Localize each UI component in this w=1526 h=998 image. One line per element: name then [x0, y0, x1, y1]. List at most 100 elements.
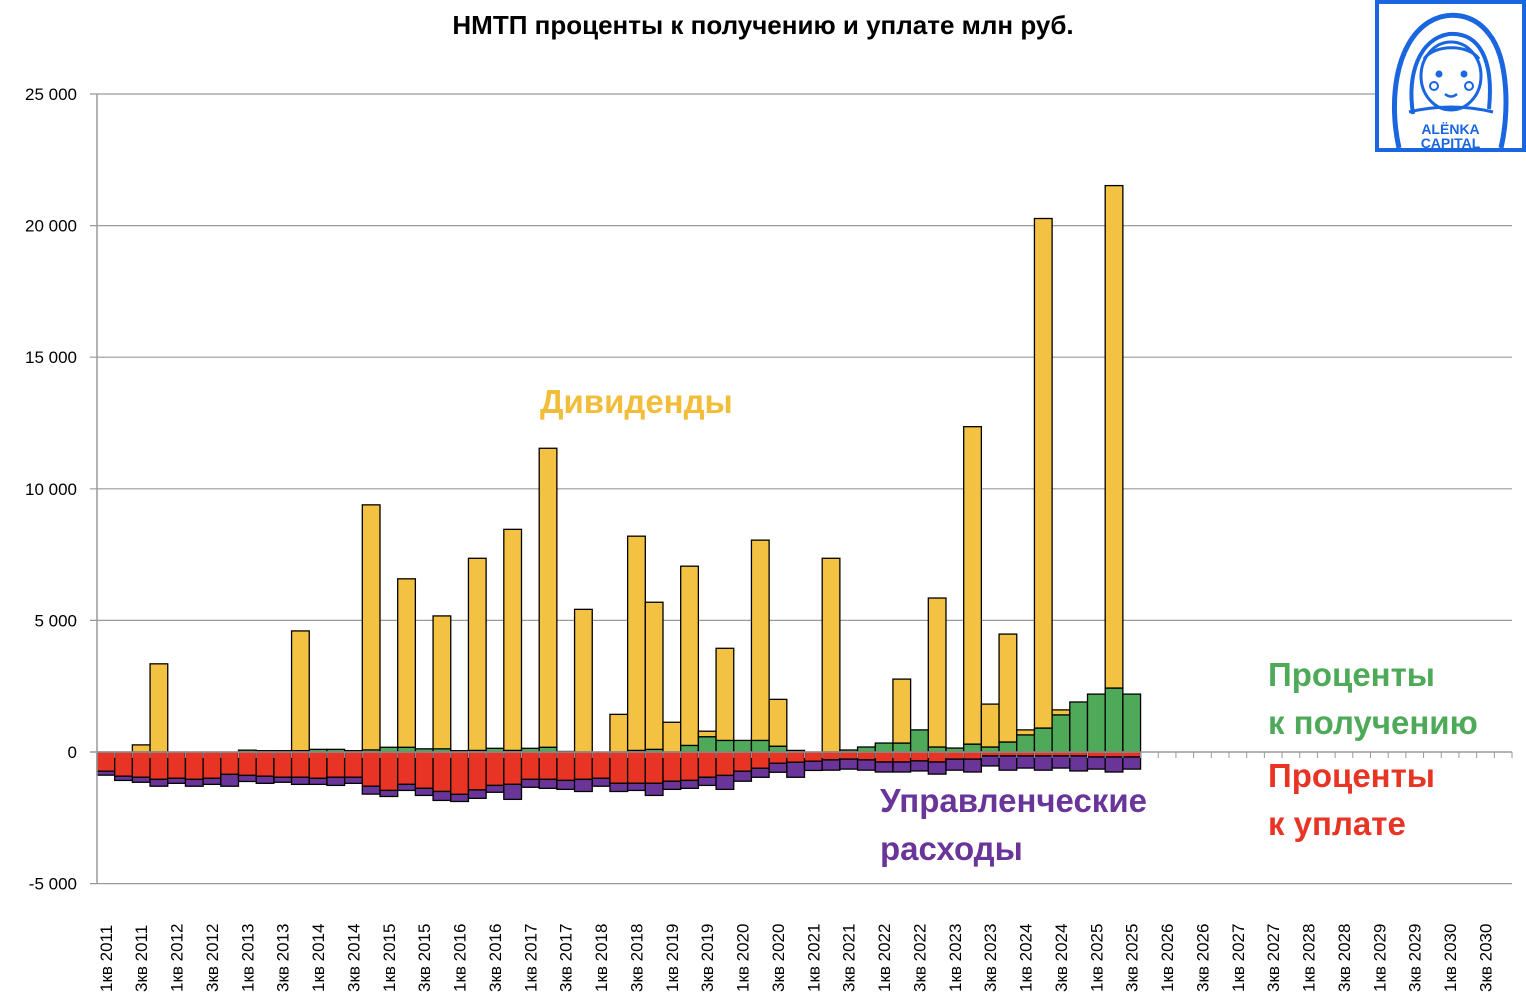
x-tick-label: 1кв 2030	[1441, 924, 1460, 992]
bar-interest-received	[874, 742, 894, 753]
bar-interest-paid	[927, 751, 947, 763]
x-tick-label: 1кв 2013	[238, 924, 257, 992]
x-tick-label: 3кв 2024	[1052, 924, 1071, 992]
x-tick-label: 3кв 2027	[1264, 924, 1283, 992]
bar-management-expenses	[467, 789, 487, 799]
bar-management-expenses	[591, 777, 611, 787]
bar-management-expenses	[96, 770, 116, 776]
annotation-line: Проценты	[1268, 757, 1435, 794]
bar-management-expenses	[237, 774, 257, 783]
x-tick-label: 1кв 2016	[451, 924, 470, 992]
x-tick-label: 1кв 2012	[168, 924, 187, 992]
bar-management-expenses	[609, 782, 629, 793]
bar-management-expenses	[361, 785, 381, 795]
annotation-management-expenses: Управленческие расходы	[880, 777, 1147, 873]
bar-management-expenses	[220, 773, 240, 787]
annotation-interest-received: Проценты к получению	[1268, 651, 1478, 747]
bar-management-expenses	[892, 761, 912, 773]
bar-management-expenses	[520, 778, 540, 788]
bar-dividends	[662, 721, 682, 753]
bar-interest-received	[998, 741, 1018, 753]
x-tick-label: 3кв 2030	[1476, 924, 1495, 992]
bar-interest-received	[715, 739, 735, 753]
bar-interest-paid	[680, 751, 700, 782]
y-tick-label: 10 000	[25, 480, 77, 499]
bar-management-expenses	[255, 775, 275, 784]
bar-management-expenses	[503, 783, 523, 801]
bar-interest-paid	[503, 751, 523, 786]
bar-interest-paid	[591, 751, 611, 779]
x-tick-label: 1кв 2019	[663, 924, 682, 992]
bar-interest-received	[680, 744, 700, 753]
x-tick-label: 1кв 2014	[309, 924, 328, 992]
y-tick-label: 20 000	[25, 217, 77, 236]
x-tick-label: 3кв 2015	[415, 924, 434, 992]
bar-management-expenses	[1104, 756, 1124, 773]
bar-dividends	[609, 713, 629, 753]
bar-management-expenses	[963, 758, 983, 773]
bar-interest-paid	[803, 751, 823, 762]
bar-dividends	[131, 744, 151, 753]
bar-interest-paid	[1122, 751, 1142, 758]
chart-title: НМТП проценты к получению и уплате млн р…	[452, 10, 1074, 40]
x-tick-label: 1кв 2023	[946, 924, 965, 992]
bar-interest-paid	[874, 751, 894, 763]
bar-interest-paid	[821, 751, 841, 761]
bar-interest-received	[1086, 693, 1106, 753]
bar-interest-paid	[361, 751, 381, 787]
x-tick-label: 3кв 2019	[698, 924, 717, 992]
bar-management-expenses	[697, 776, 717, 787]
bar-dividends	[998, 633, 1018, 743]
bar-management-expenses	[432, 790, 452, 802]
x-tick-label: 3кв 2026	[1193, 924, 1212, 992]
bar-dividends	[290, 630, 310, 752]
bar-management-expenses	[839, 758, 859, 770]
bar-interest-paid	[750, 751, 770, 769]
bar-dividends	[538, 447, 558, 748]
bar-interest-received	[892, 742, 912, 753]
x-tick-label: 3кв 2028	[1335, 924, 1354, 992]
bar-management-expenses	[379, 789, 399, 798]
x-tick-label: 1кв 2018	[592, 924, 611, 992]
bar-management-expenses	[343, 776, 363, 784]
bar-interest-received	[1122, 693, 1142, 753]
bar-interest-paid	[573, 751, 593, 781]
bar-dividends	[980, 703, 1000, 748]
bar-interest-paid	[220, 751, 240, 776]
x-tick-label: 3кв 2016	[486, 924, 505, 992]
bar-management-expenses	[733, 770, 753, 782]
bar-interest-received	[980, 746, 1000, 753]
bar-interest-received	[1016, 734, 1036, 753]
bar-interest-paid	[450, 751, 470, 796]
bar-interest-paid	[644, 751, 664, 784]
bar-interest-paid	[131, 751, 151, 778]
annotation-line: к уплате	[1268, 805, 1406, 842]
x-tick-label: 1кв 2022	[875, 924, 894, 992]
bar-interest-received	[856, 746, 876, 753]
bar-management-expenses	[202, 777, 222, 786]
bar-interest-paid	[609, 751, 629, 784]
bar-management-expenses	[680, 779, 700, 789]
bar-management-expenses	[131, 776, 151, 783]
matryoshka-icon	[1391, 12, 1509, 149]
bar-management-expenses	[485, 784, 505, 793]
bar-interest-received	[1033, 727, 1053, 753]
bar-interest-paid	[786, 751, 806, 763]
bar-management-expenses	[308, 777, 328, 786]
bar-interest-paid	[308, 751, 328, 779]
bar-management-expenses	[414, 787, 434, 797]
bar-interest-paid	[856, 751, 876, 761]
bar-interest-paid	[414, 751, 434, 789]
bar-management-expenses	[626, 782, 646, 792]
bar-dividends	[467, 557, 487, 752]
bar-management-expenses	[1016, 755, 1036, 769]
bar-management-expenses	[750, 767, 770, 778]
bar-management-expenses	[998, 755, 1018, 771]
bar-management-expenses	[856, 759, 876, 771]
bar-interest-paid	[255, 751, 275, 777]
bar-interest-paid	[379, 751, 399, 792]
bar-interest-paid	[485, 751, 505, 787]
bar-interest-paid	[909, 751, 929, 762]
bar-management-expenses	[290, 776, 310, 786]
bar-interest-paid	[432, 751, 452, 793]
